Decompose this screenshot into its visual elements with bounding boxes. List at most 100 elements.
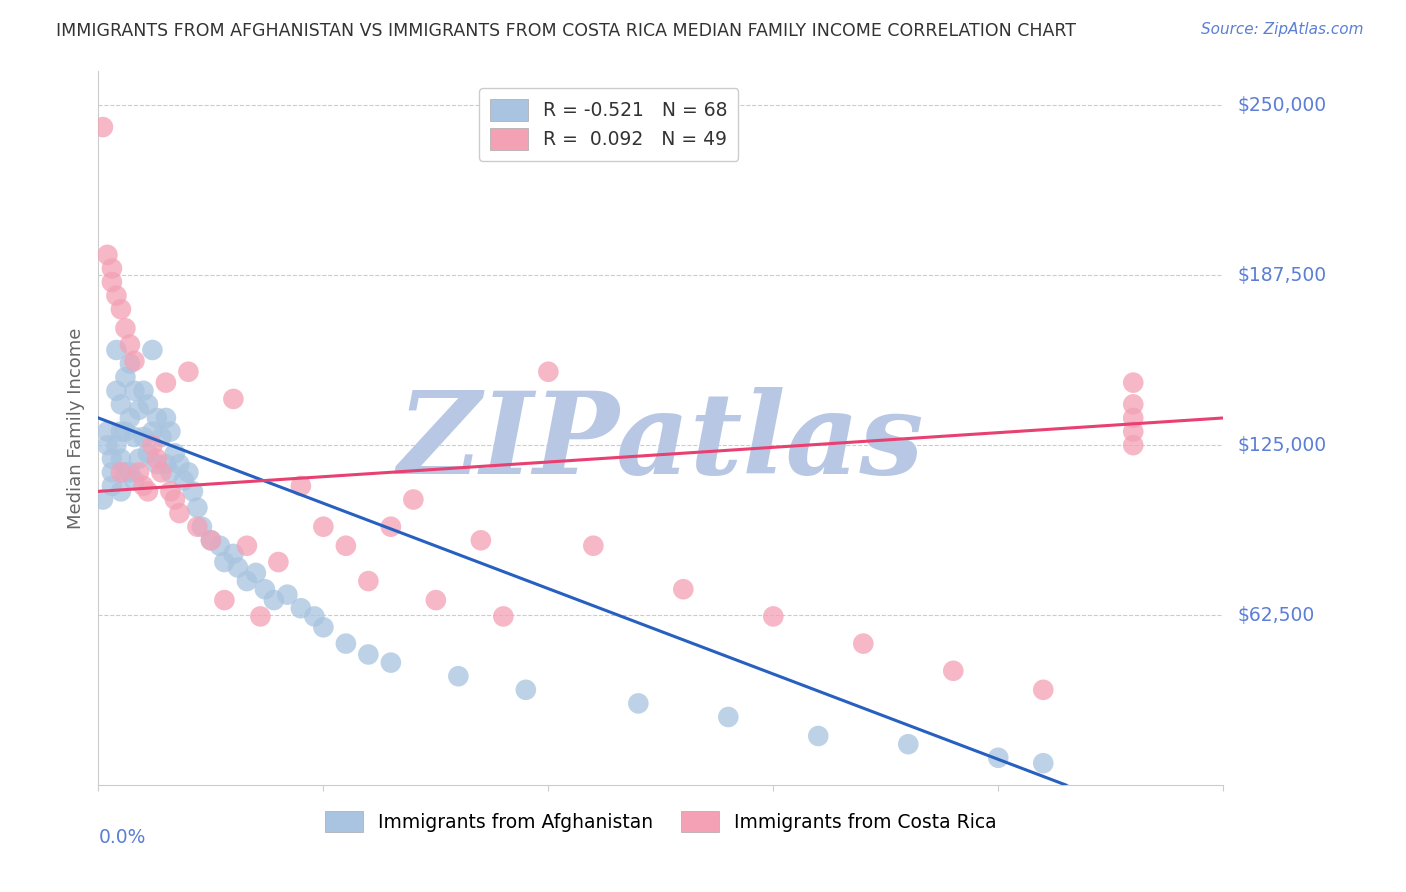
Point xyxy=(312,519,335,533)
Point xyxy=(159,484,181,499)
Point xyxy=(155,457,177,471)
Text: $187,500: $187,500 xyxy=(1237,266,1326,285)
Point xyxy=(155,376,177,390)
Point xyxy=(124,474,146,488)
Point xyxy=(402,492,425,507)
Point xyxy=(537,365,560,379)
Point xyxy=(208,539,231,553)
Point xyxy=(105,288,128,302)
Point xyxy=(96,425,118,439)
Point xyxy=(852,637,875,651)
Point xyxy=(357,648,380,662)
Point xyxy=(191,519,214,533)
Point xyxy=(110,451,132,466)
Point xyxy=(290,601,312,615)
Point xyxy=(124,354,146,368)
Point xyxy=(245,566,267,580)
Point xyxy=(105,438,128,452)
Point xyxy=(128,466,150,480)
Point xyxy=(177,466,200,480)
Point xyxy=(1032,682,1054,697)
Point xyxy=(1032,756,1054,771)
Point xyxy=(263,593,285,607)
Point xyxy=(1122,397,1144,411)
Point xyxy=(159,466,181,480)
Text: ZIPatlas: ZIPatlas xyxy=(398,387,924,498)
Point xyxy=(124,430,146,444)
Point xyxy=(163,446,186,460)
Text: $250,000: $250,000 xyxy=(1237,95,1326,115)
Point xyxy=(96,438,118,452)
Point xyxy=(91,492,114,507)
Point xyxy=(146,451,169,466)
Text: 0.0%: 0.0% xyxy=(98,828,146,847)
Point xyxy=(110,484,132,499)
Point xyxy=(335,637,357,651)
Text: $62,500: $62,500 xyxy=(1237,606,1315,624)
Point xyxy=(146,411,169,425)
Point xyxy=(110,425,132,439)
Point xyxy=(276,588,298,602)
Point xyxy=(118,337,141,351)
Point xyxy=(101,261,124,276)
Point xyxy=(163,492,186,507)
Point xyxy=(132,384,155,398)
Point xyxy=(132,479,155,493)
Point xyxy=(335,539,357,553)
Point xyxy=(110,466,132,480)
Point xyxy=(136,446,159,460)
Point xyxy=(132,430,155,444)
Point xyxy=(136,397,159,411)
Point xyxy=(124,384,146,398)
Point xyxy=(105,384,128,398)
Y-axis label: Median Family Income: Median Family Income xyxy=(66,327,84,529)
Point xyxy=(226,560,249,574)
Point xyxy=(96,248,118,262)
Point xyxy=(200,533,222,548)
Point xyxy=(582,539,605,553)
Point xyxy=(169,506,191,520)
Point xyxy=(807,729,830,743)
Point xyxy=(515,682,537,697)
Point xyxy=(312,620,335,634)
Point xyxy=(253,582,276,597)
Point xyxy=(672,582,695,597)
Text: $125,000: $125,000 xyxy=(1237,435,1326,455)
Point xyxy=(128,451,150,466)
Point xyxy=(155,411,177,425)
Point xyxy=(762,609,785,624)
Point xyxy=(380,519,402,533)
Point xyxy=(222,547,245,561)
Point xyxy=(236,574,259,588)
Point xyxy=(304,609,326,624)
Point xyxy=(91,120,114,134)
Point xyxy=(1122,425,1144,439)
Point xyxy=(380,656,402,670)
Point xyxy=(128,402,150,417)
Point xyxy=(114,466,136,480)
Legend: Immigrants from Afghanistan, Immigrants from Costa Rica: Immigrants from Afghanistan, Immigrants … xyxy=(318,803,1004,839)
Point xyxy=(101,466,124,480)
Point xyxy=(425,593,447,607)
Point xyxy=(136,484,159,499)
Point xyxy=(169,457,191,471)
Point xyxy=(987,751,1010,765)
Point xyxy=(141,438,163,452)
Point xyxy=(249,609,271,624)
Point xyxy=(236,539,259,553)
Point xyxy=(118,466,141,480)
Point xyxy=(717,710,740,724)
Point xyxy=(146,457,169,471)
Point xyxy=(110,302,132,317)
Point xyxy=(105,343,128,357)
Point xyxy=(114,370,136,384)
Point xyxy=(942,664,965,678)
Point xyxy=(470,533,492,548)
Point xyxy=(173,474,195,488)
Point xyxy=(118,357,141,371)
Point xyxy=(627,697,650,711)
Point xyxy=(200,533,222,548)
Point xyxy=(290,479,312,493)
Point xyxy=(1122,438,1144,452)
Point xyxy=(114,321,136,335)
